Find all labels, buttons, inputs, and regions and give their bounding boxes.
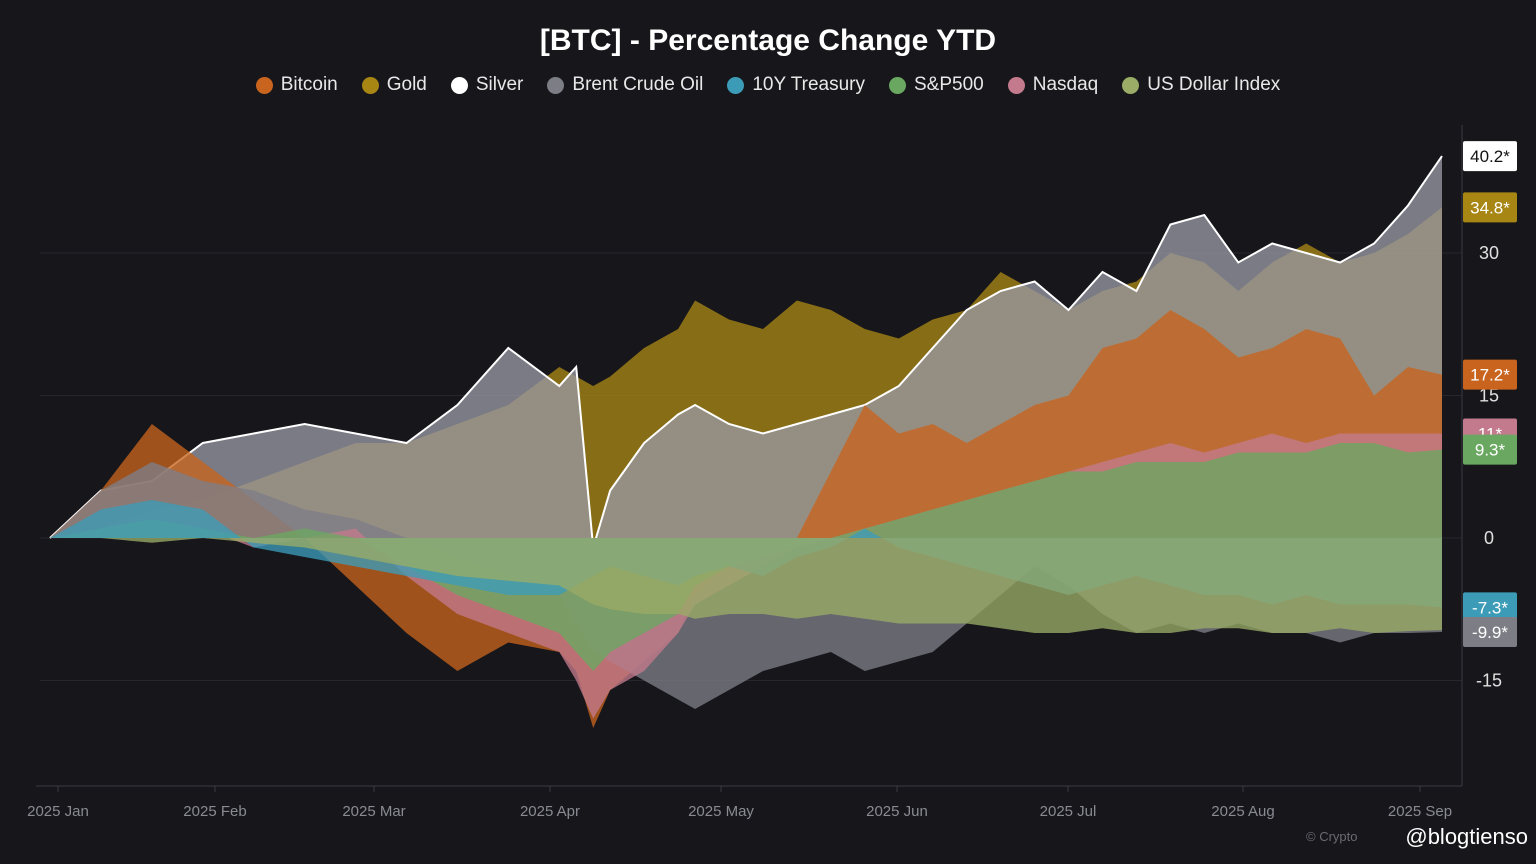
legend-label: Brent Crude Oil [572,74,704,95]
x-tick-label: 2025 Sep [1388,803,1452,820]
legend-label: S&P500 [914,74,984,95]
legend: Bitcoin Gold Silver Brent Crude Oil 10Y Trea… [0,74,1536,96]
end-label-silver: 40.2* [1463,141,1517,172]
end-label-text: 34.8* [1470,198,1510,217]
legend-label: Silver [475,74,524,95]
series-area-us-dollar-index [50,538,1442,633]
end-label-gold: 34.8* [1463,192,1517,223]
x-tick-label: 2025 Jul [1040,803,1097,820]
legend-item-brent-crude-oil[interactable]: Brent Crude Oil [547,74,703,96]
x-tick-label: 2025 May [688,803,754,820]
end-label-text: 9.3* [1475,441,1506,460]
x-tick-label: 2025 Jan [27,803,89,820]
legend-label: Nasdaq [1032,74,1099,95]
legend-label: 10Y Treasury [752,74,865,95]
end-label-10y-treasury: -7.3* [1463,592,1517,623]
y-tick-label: 0 [1484,528,1494,548]
end-label-brent-crude-oil: -9.9* [1463,617,1517,648]
x-tick-label: 2025 Apr [520,803,580,820]
y-tick-label: 30 [1479,243,1499,263]
legend-dot-icon [450,76,468,94]
legend-item-silver[interactable]: Silver [450,74,524,96]
series-line-silver [49,155,1443,548]
legend-item-s-p500[interactable]: S&P500 [889,74,984,96]
end-label-bitcoin: 17.2* [1463,359,1517,390]
legend-item-gold[interactable]: Gold [361,74,427,96]
legend-label: US Dollar Index [1147,74,1281,95]
legend-dot-icon [361,76,379,94]
legend-item-nasdaq[interactable]: Nasdaq [1007,74,1099,96]
y-tick-label: 15 [1479,386,1499,406]
x-tick-label: 2025 Jun [866,803,928,820]
end-label-text: 17.2* [1470,366,1510,385]
legend-dot-icon [1122,76,1140,94]
end-label-text: 40.2* [1470,147,1510,166]
watermark: © Crypto [1306,829,1358,844]
legend-dot-icon [1007,76,1025,94]
end-label-s-p500: 9.3* [1463,434,1517,465]
legend-label: Gold [386,74,427,95]
legend-dot-icon [255,76,273,94]
legend-label: Bitcoin [280,74,338,95]
y-tick-label: -15 [1476,671,1502,691]
legend-item-bitcoin[interactable]: Bitcoin [255,74,338,96]
x-tick-label: 2025 Mar [342,803,405,820]
series-area-bitcoin [50,310,1442,728]
legend-dot-icon [547,76,565,94]
chart-title: [BTC] - Percentage Change YTD [539,24,997,57]
end-label-text: -7.3* [1472,598,1508,617]
x-tick-label: 2025 Feb [183,803,246,820]
legend-dot-icon [727,76,745,94]
end-label-text: -9.9* [1472,623,1508,642]
legend-item-10y-treasury[interactable]: 10Y Treasury [727,74,865,96]
x-tick-label: 2025 Aug [1211,803,1274,820]
legend-dot-icon [889,76,906,94]
social-handle: @blogtienso [1405,824,1528,849]
legend-item-us-dollar-index[interactable]: US Dollar Index [1122,74,1280,96]
